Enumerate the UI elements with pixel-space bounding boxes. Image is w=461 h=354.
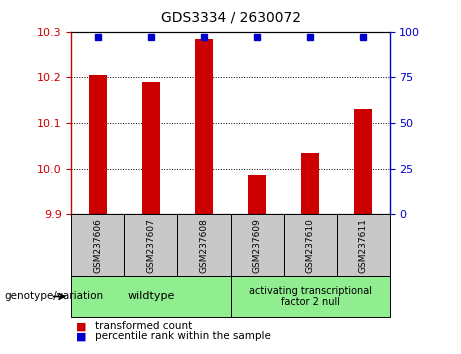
Text: ■: ■	[76, 331, 87, 341]
Text: GSM237607: GSM237607	[147, 218, 155, 273]
Bar	[354, 109, 372, 214]
Text: GSM237606: GSM237606	[94, 218, 102, 273]
Text: GSM237611: GSM237611	[359, 218, 367, 273]
Text: transformed count: transformed count	[95, 321, 192, 331]
Text: percentile rank within the sample: percentile rank within the sample	[95, 331, 271, 341]
Text: GSM237609: GSM237609	[253, 218, 261, 273]
Text: GSM237608: GSM237608	[200, 218, 208, 273]
Text: genotype/variation: genotype/variation	[5, 291, 104, 302]
Text: wildtype: wildtype	[127, 291, 175, 302]
Bar	[248, 176, 266, 214]
Bar	[89, 75, 107, 214]
Text: activating transcriptional
factor 2 null: activating transcriptional factor 2 null	[248, 286, 372, 307]
Text: GSM237610: GSM237610	[306, 218, 314, 273]
Bar	[301, 153, 319, 214]
Bar	[195, 39, 213, 214]
Bar	[142, 82, 160, 214]
Text: ■: ■	[76, 321, 87, 331]
Text: GDS3334 / 2630072: GDS3334 / 2630072	[160, 11, 301, 25]
